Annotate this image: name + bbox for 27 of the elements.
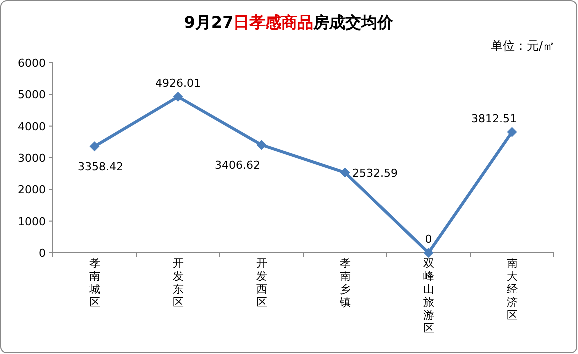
point: [424, 248, 434, 258]
point: [340, 168, 350, 178]
point: [256, 140, 267, 150]
y-tick-label: 4000: [18, 120, 46, 134]
x-tick-label: 孝南乡镇: [338, 257, 351, 309]
data-label: 3406.62: [215, 159, 260, 172]
y-tick-label: 3000: [18, 152, 46, 165]
point: [173, 92, 184, 102]
data-label: 3358.42: [78, 160, 124, 174]
x-tick-label: 开发西区: [256, 257, 268, 309]
y-tick-label: 6000: [18, 57, 46, 70]
y-tick-label: 2000: [18, 184, 46, 197]
y-tick-label: 0: [39, 247, 46, 260]
y-tick-label: 1000: [18, 215, 46, 228]
data-label: 3812.51: [472, 112, 517, 126]
chart-title: 9月27日孝感商品房成交均价: [184, 13, 395, 32]
x-tick-label: 孝南城区: [88, 257, 100, 309]
point: [90, 142, 100, 152]
x-tick-label: 双峰山旅游区: [423, 257, 434, 335]
point: [507, 127, 518, 138]
text: 单位：元/㎡: [490, 39, 555, 53]
data-label: 0: [425, 233, 432, 246]
data-label: 2532.59: [352, 166, 398, 180]
data-label: 4926.01: [156, 77, 201, 90]
x-tick-label: 南大经济区: [506, 257, 518, 322]
x-tick-label: 开发东区: [172, 257, 184, 309]
y-tick-label: 5000: [18, 88, 46, 102]
